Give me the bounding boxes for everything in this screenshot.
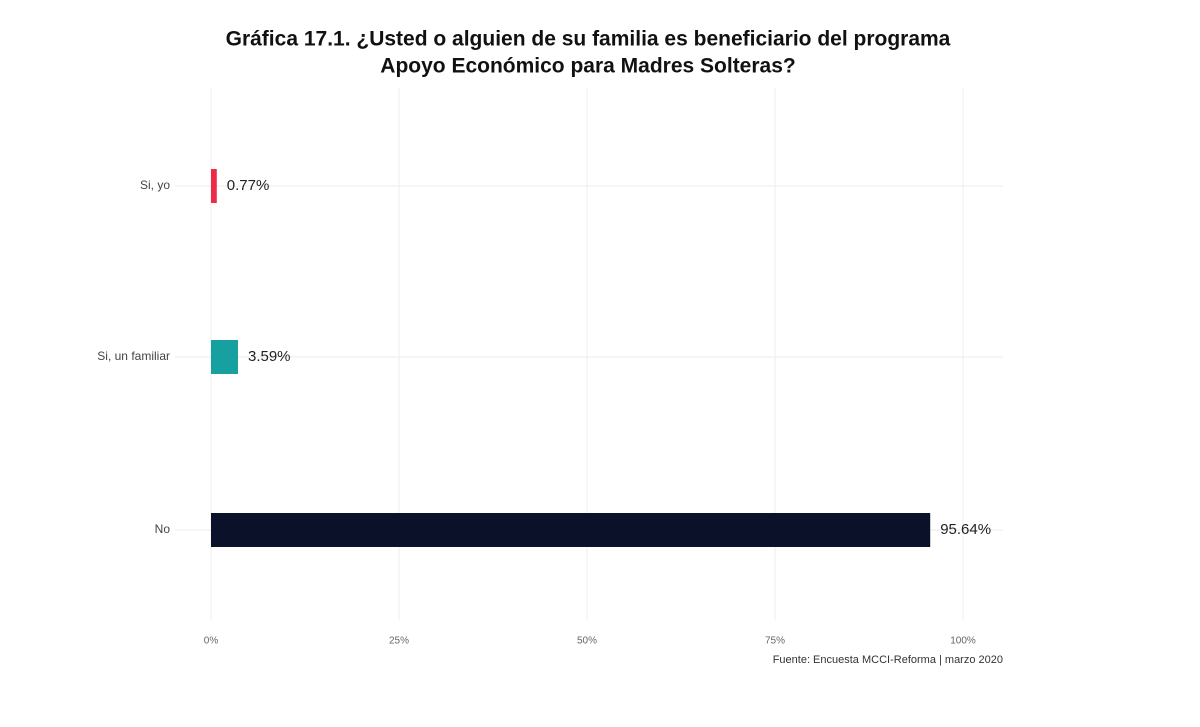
chart-title: Apoyo Económico para Madres Solteras? xyxy=(380,55,795,78)
caption: Fuente: Encuesta MCCI-Reforma | marzo 20… xyxy=(773,654,1003,666)
value-label: 3.59% xyxy=(248,348,291,365)
y-tick-label: No xyxy=(155,522,171,536)
bar xyxy=(211,513,931,547)
x-tick-label: 0% xyxy=(204,636,219,647)
value-label: 95.64% xyxy=(940,521,991,538)
x-tick-label: 75% xyxy=(765,636,785,647)
y-tick-label: Si, un familiar xyxy=(97,349,170,363)
x-tick-label: 25% xyxy=(389,636,409,647)
x-tick-label: 100% xyxy=(950,636,976,647)
y-tick-label: Si, yo xyxy=(140,178,170,192)
bar xyxy=(211,340,238,374)
x-tick-label: 50% xyxy=(577,636,597,647)
value-label: 0.77% xyxy=(227,177,270,194)
bar xyxy=(211,169,217,203)
chart-title: Gráfica 17.1. ¿Usted o alguien de su fam… xyxy=(226,28,951,51)
